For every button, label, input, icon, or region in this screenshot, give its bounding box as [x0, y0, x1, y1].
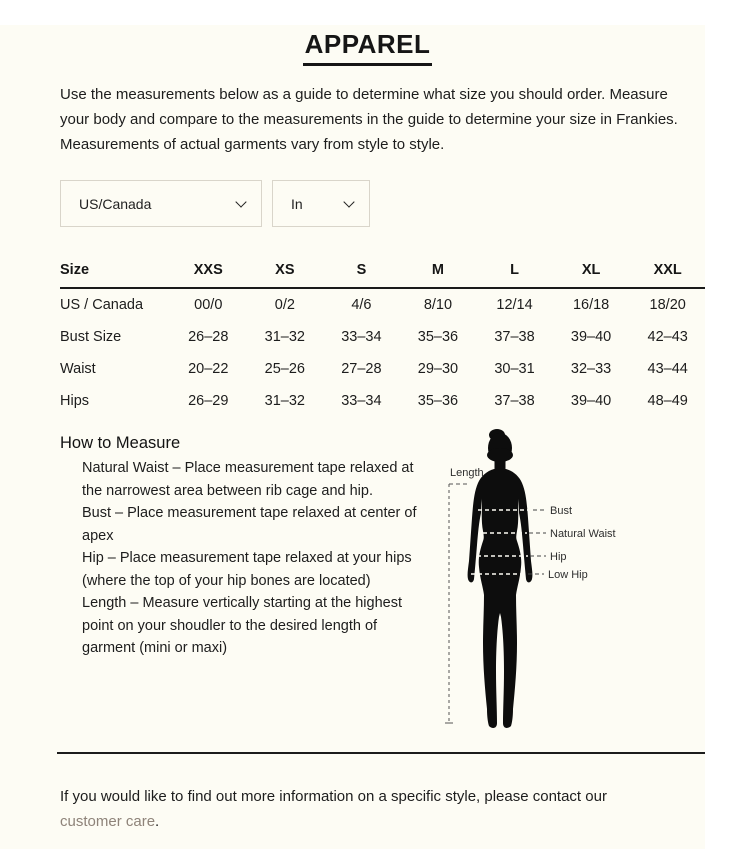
natural-waist-label: Natural Waist: [550, 528, 616, 540]
divider: [57, 752, 705, 754]
table-row-bust: Bust Size 26–28 31–32 33–34 35–36 37–38 …: [60, 321, 705, 353]
how-to-measure-heading: How to Measure: [60, 434, 181, 452]
instruction-natural-waist: Natural Waist – Place measurement tape r…: [82, 460, 414, 499]
table-cell: 39–40: [570, 329, 612, 345]
size-guide-page: APPAREL Use the measurements below as a …: [0, 25, 705, 849]
table-cell: 26–28: [188, 329, 229, 345]
page-title: APPAREL: [302, 29, 433, 66]
body-diagram: Length Bust Natural Waist Hip Low Hip: [445, 429, 616, 728]
footer-text-after: .: [155, 813, 160, 830]
bust-label: Bust: [550, 505, 572, 517]
selector-row: US/Canada In: [60, 180, 370, 227]
table-cell: 33–34: [341, 393, 382, 409]
table-cell: 26–29: [188, 393, 229, 409]
row-label: Waist: [60, 361, 96, 377]
unit-select-value: In: [291, 195, 303, 212]
table-cell: 43–44: [647, 361, 688, 377]
unit-select[interactable]: In: [272, 180, 370, 227]
row-label: Hips: [60, 393, 90, 409]
table-cell: 31–32: [264, 329, 305, 345]
customer-care-link[interactable]: customer care: [60, 813, 156, 830]
instruction-hip: Hip – Place measurement tape relaxed at …: [82, 550, 412, 589]
measure-instructions: Natural Waist – Place measurement tape r…: [82, 457, 432, 660]
instruction-bust: Bust – Place measurement tape relaxed at…: [82, 505, 417, 544]
table-cell: 4/6: [351, 297, 372, 313]
table-cell: 29–30: [417, 361, 459, 377]
table-cell: 37–38: [494, 393, 535, 409]
footer-text-before: If you would like to find out more infor…: [60, 788, 607, 805]
column-header-xl: XL: [552, 256, 630, 289]
table-cell: 33–34: [341, 329, 382, 345]
hip-label: Hip: [550, 551, 567, 563]
table-cell: 0/2: [274, 297, 295, 313]
column-header-xxl: XXL: [629, 256, 705, 289]
table-cell: 00/0: [194, 297, 223, 313]
low-hip-label: Low Hip: [548, 569, 588, 581]
table-row-waist: Waist 20–22 25–26 27–28 29–30 30–31 32–3…: [60, 353, 705, 385]
row-label: US / Canada: [60, 297, 144, 313]
table-cell: 12/14: [496, 297, 533, 313]
intro-text: Use the measurements below as a guide to…: [60, 86, 678, 153]
length-label: Length: [450, 467, 484, 479]
table-cell: 27–28: [341, 361, 382, 377]
chevron-down-icon: [235, 195, 247, 208]
table-cell: 32–33: [570, 361, 612, 377]
column-header-s: S: [323, 256, 400, 289]
size-table-header-row: Size XXS XS S M L XL XXL: [60, 256, 705, 289]
chevron-down-icon: [343, 195, 355, 208]
length-measure-line: [445, 483, 467, 724]
row-label: Bust Size: [60, 329, 122, 345]
measurement-figure: Length Bust Natural Waist Hip Low Hip: [440, 428, 635, 738]
region-select-value: US/Canada: [79, 195, 152, 212]
instruction-length: Length – Measure vertically starting at …: [82, 595, 402, 656]
table-cell: 16/18: [572, 297, 610, 313]
footer-text: If you would like to find out more infor…: [60, 784, 672, 834]
column-header-xxs: XXS: [170, 256, 247, 289]
table-cell: 37–38: [494, 329, 535, 345]
table-cell: 30–31: [494, 361, 535, 377]
table-cell: 25–26: [264, 361, 305, 377]
table-cell: 20–22: [188, 361, 229, 377]
page-title-wrap: APPAREL: [60, 29, 675, 66]
region-select[interactable]: US/Canada: [60, 180, 262, 227]
table-cell: 48–49: [647, 393, 688, 409]
table-cell: 31–32: [264, 393, 305, 409]
table-cell: 39–40: [570, 393, 612, 409]
table-row-us-canada: US / Canada 00/0 0/2 4/6 8/10 12/14 16/1…: [60, 288, 705, 321]
size-table: Size XXS XS S M L XL XXL US / Canada 00/…: [60, 256, 705, 417]
column-header-size: Size: [60, 256, 170, 289]
table-cell: 35–36: [417, 393, 459, 409]
column-header-m: M: [399, 256, 477, 289]
column-header-xs: XS: [246, 256, 324, 289]
table-cell: 8/10: [423, 297, 453, 313]
table-cell: 18/20: [649, 297, 686, 313]
table-cell: 42–43: [647, 329, 688, 345]
table-row-hips: Hips 26–29 31–32 33–34 35–36 37–38 39–40…: [60, 385, 705, 417]
column-header-l: L: [476, 256, 553, 289]
table-cell: 35–36: [417, 329, 459, 345]
